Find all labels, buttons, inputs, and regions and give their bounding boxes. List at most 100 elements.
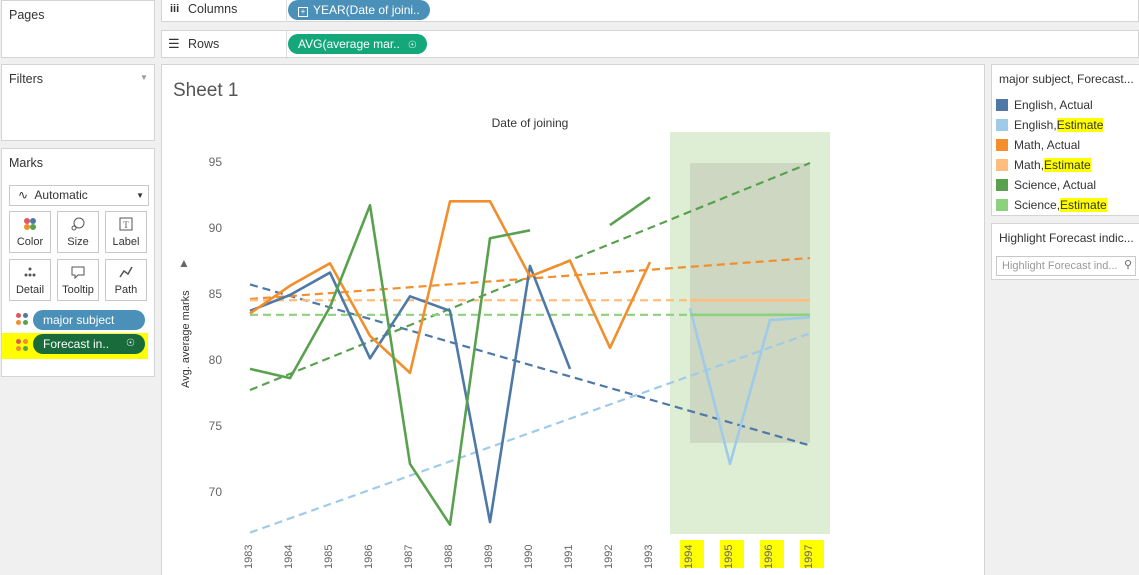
trend-line: [249, 256, 811, 301]
legend-swatch: [996, 98, 1008, 111]
highlight-card: Highlight Forecast indic... Highlight Fo…: [991, 223, 1139, 280]
legend-item-english-estimate[interactable]: English,Estimate: [996, 116, 1104, 134]
series-line: [249, 264, 572, 524]
svg-text:T: T: [123, 220, 129, 230]
detail-icon: [10, 264, 50, 284]
legend-name: Math: [1014, 138, 1041, 152]
series-line: [688, 307, 811, 466]
legend-swatch: [996, 198, 1008, 211]
rows-label: Rows: [188, 37, 220, 51]
forecast-interval-band: [690, 163, 810, 443]
x-tick-label: 1997: [803, 544, 815, 569]
pages-card: Pages: [1, 0, 155, 58]
legend-item-english-actual[interactable]: English, Actual: [996, 96, 1093, 114]
x-tick-label: 1989: [483, 544, 495, 569]
tooltip-icon: [58, 264, 98, 284]
legend-swatch: [996, 178, 1008, 191]
size-button[interactable]: Size: [57, 211, 99, 253]
x-tick-label: 1986: [363, 544, 375, 569]
legend-item-math-estimate[interactable]: Math,Estimate: [996, 156, 1091, 174]
pin-icon[interactable]: ▲: [178, 256, 190, 270]
x-tick-label: 1991: [563, 544, 575, 569]
x-tick-label: 1983: [243, 544, 255, 569]
y-tick-label: 80: [208, 353, 222, 367]
color-icon: [10, 216, 50, 236]
legend-suffix: Estimate: [1060, 198, 1107, 212]
legend-name: Math: [1014, 158, 1041, 172]
columns-shelf[interactable]: iii Columns + YEAR(Date of joini..: [161, 0, 1139, 22]
y-tick-label: 70: [208, 485, 222, 499]
tooltip-label: Tooltip: [62, 284, 94, 296]
columns-pill[interactable]: + YEAR(Date of joini..: [288, 0, 430, 20]
columns-label: Columns: [188, 2, 238, 16]
rows-pill[interactable]: AVG(average mar.. ☉: [288, 34, 427, 54]
rows-pill-label: AVG(average mar..: [298, 37, 400, 51]
sheet-title: Sheet 1: [173, 80, 239, 101]
x-tick-label: 1996: [763, 544, 775, 569]
expand-icon: +: [298, 7, 308, 17]
detail-button[interactable]: Detail: [9, 259, 51, 301]
forecast-pill-label: Forecast in..: [43, 337, 110, 351]
filters-card[interactable]: Filters ▼: [1, 64, 155, 141]
tooltip-button[interactable]: Tooltip: [57, 259, 99, 301]
highlight-placeholder: Highlight Forecast ind...: [1002, 260, 1118, 272]
legend-suffix: Actual: [1059, 98, 1093, 112]
legend-name: English: [1014, 118, 1054, 132]
legend-swatch: [996, 138, 1008, 151]
search-icon: ⚲: [1123, 259, 1132, 271]
color-button[interactable]: Color: [9, 211, 51, 253]
y-tick-label: 85: [208, 287, 222, 301]
x-tick-highlight: [760, 540, 784, 568]
shelf-divider: [286, 0, 287, 22]
color-dots-icon: [15, 312, 29, 331]
legend-card: major subject, Forecast... English, Actu…: [991, 64, 1139, 216]
series-line: [609, 196, 651, 227]
major-subject-pill[interactable]: major subject: [33, 310, 145, 330]
highlight-search-input[interactable]: Highlight Forecast ind... ⚲: [996, 256, 1136, 276]
legend-item-math-actual[interactable]: Math, Actual: [996, 136, 1080, 154]
legend-name: Science: [1014, 178, 1057, 192]
line-chart: [230, 132, 830, 534]
color-dots-icon: [15, 338, 29, 357]
dropdown-icon[interactable]: ▼: [140, 73, 148, 82]
legend-swatch: [996, 118, 1008, 131]
x-tick-label: 1987: [403, 544, 415, 569]
forecast-indicator-pill[interactable]: Forecast in.. ☉: [33, 334, 145, 354]
shelf-divider: [286, 31, 287, 59]
legend-item-science-estimate[interactable]: Science,Estimate: [996, 196, 1107, 214]
x-tick-highlight: [800, 540, 824, 568]
line-mark-icon: ∿: [18, 188, 29, 202]
highlight-title: Highlight Forecast indic...: [999, 231, 1134, 245]
path-button[interactable]: Path: [105, 259, 147, 301]
legend-name: Science: [1014, 198, 1057, 212]
y-axis-label: Avg. average marks: [180, 290, 192, 388]
pin-icon: ☉: [126, 338, 135, 349]
marks-title: Marks: [9, 156, 44, 170]
mark-type-select[interactable]: ∿ Automatic ▼: [9, 185, 149, 206]
legend-title: major subject, Forecast...: [999, 72, 1134, 86]
chevron-down-icon: ▼: [136, 191, 144, 200]
filters-title: Filters: [9, 72, 44, 86]
columns-icon: iii: [170, 3, 180, 15]
y-tick-label: 90: [208, 221, 222, 235]
path-label: Path: [114, 284, 138, 296]
x-tick-label: 1993: [643, 544, 655, 569]
major-subject-pill-label: major subject: [43, 313, 115, 327]
chart-title: Date of joining: [491, 116, 569, 130]
label-button[interactable]: T Label: [105, 211, 147, 253]
size-label: Size: [67, 236, 89, 248]
rows-shelf[interactable]: ☰ Rows AVG(average mar.. ☉: [161, 30, 1139, 59]
legend-item-science-actual[interactable]: Science, Actual: [996, 176, 1096, 194]
pin-icon: ☉: [407, 40, 417, 51]
size-icon: [58, 216, 98, 236]
rows-icon: ☰: [168, 36, 180, 51]
x-tick-highlight: [680, 540, 704, 568]
legend-swatch: [996, 158, 1008, 171]
detail-label: Detail: [15, 284, 45, 296]
x-tick-highlight: [720, 540, 744, 568]
path-icon: [106, 264, 146, 284]
legend-suffix: Estimate: [1056, 118, 1104, 132]
legend-name: English: [1014, 98, 1054, 112]
columns-pill-label: YEAR(Date of joini..: [313, 3, 420, 17]
x-tick-label: 1992: [603, 544, 615, 569]
